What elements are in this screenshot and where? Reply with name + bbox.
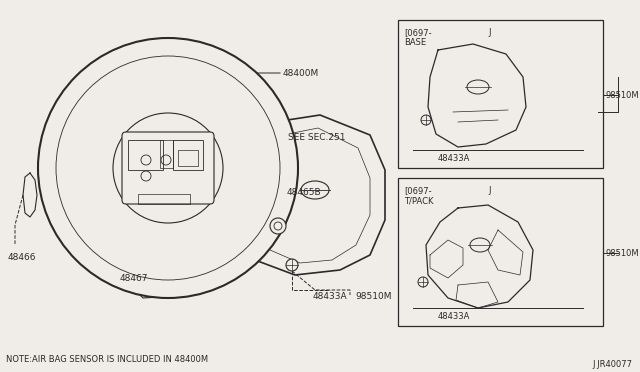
Circle shape: [421, 115, 431, 125]
Bar: [398, 20, 603, 168]
Circle shape: [270, 218, 286, 234]
Polygon shape: [58, 172, 116, 219]
Bar: [138, 194, 190, 204]
Text: 48465B: 48465B: [287, 188, 322, 197]
Circle shape: [418, 277, 428, 287]
Text: 48466: 48466: [8, 253, 36, 262]
Text: 48433A: 48433A: [438, 312, 470, 321]
Text: 48467: 48467: [120, 274, 148, 283]
Polygon shape: [220, 172, 278, 219]
Polygon shape: [172, 58, 220, 116]
Circle shape: [113, 113, 223, 223]
Circle shape: [286, 259, 298, 271]
Text: J: J: [488, 186, 490, 195]
Circle shape: [38, 38, 298, 298]
Text: [0697-: [0697-: [404, 186, 431, 195]
Text: BASE: BASE: [404, 38, 426, 47]
Text: 98510M: 98510M: [606, 90, 639, 99]
Text: 98510M: 98510M: [355, 292, 392, 301]
Bar: [398, 178, 603, 326]
Polygon shape: [426, 205, 533, 308]
Text: J JR40077: J JR40077: [592, 360, 632, 369]
Text: SEE SEC.251: SEE SEC.251: [288, 134, 346, 142]
Text: 98510M: 98510M: [606, 248, 639, 257]
Text: 48433A: 48433A: [313, 292, 348, 301]
Text: 48433A: 48433A: [438, 154, 470, 163]
Polygon shape: [245, 115, 385, 275]
Polygon shape: [428, 44, 526, 147]
Text: [0697-: [0697-: [404, 28, 431, 37]
Bar: [160, 140, 173, 168]
Text: T/PACK: T/PACK: [404, 196, 433, 205]
Text: 48400M: 48400M: [283, 68, 319, 77]
FancyBboxPatch shape: [122, 132, 214, 204]
Bar: [128, 140, 163, 170]
Text: NOTE:AIR BAG SENSOR IS INCLUDED IN 48400M: NOTE:AIR BAG SENSOR IS INCLUDED IN 48400…: [6, 355, 208, 364]
Text: J: J: [488, 28, 490, 37]
Bar: [173, 140, 203, 170]
Bar: [178, 150, 198, 166]
